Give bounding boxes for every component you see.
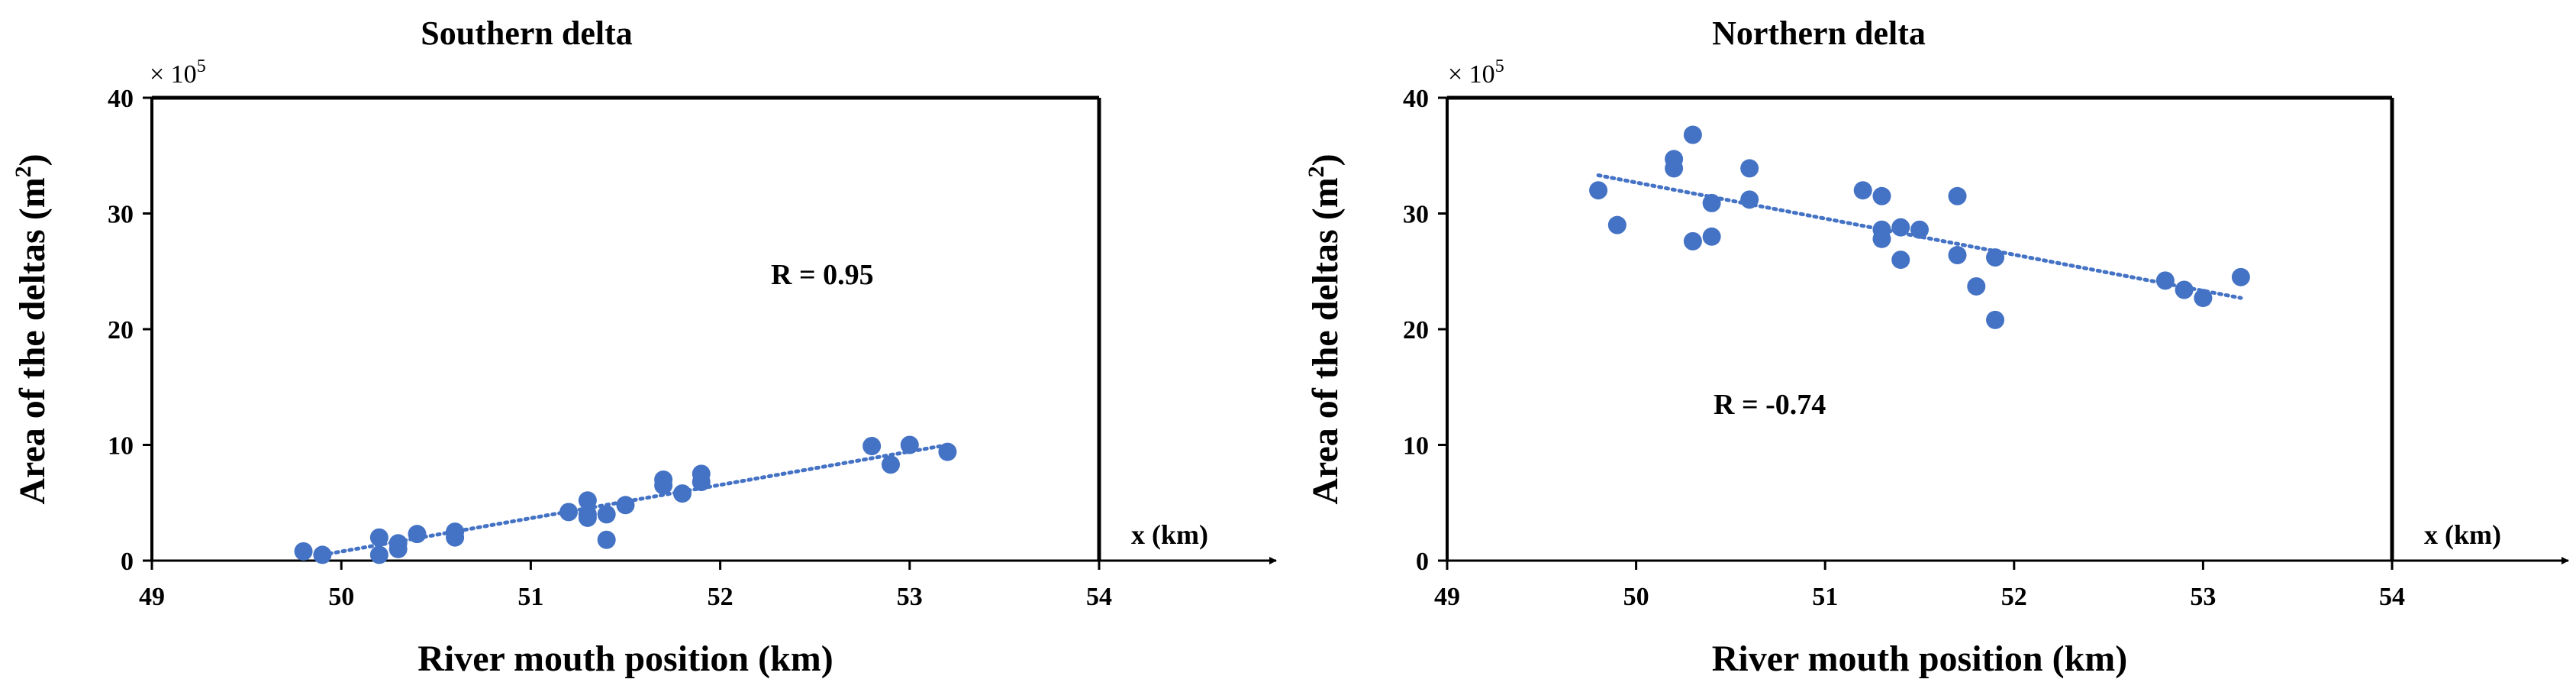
data-point xyxy=(1589,181,1608,200)
data-point xyxy=(578,491,597,510)
data-point xyxy=(862,437,882,456)
x-axis-title: River mouth position (km) xyxy=(1712,639,2127,679)
chart-title: Southern delta xyxy=(421,15,632,52)
data-point xyxy=(1948,186,1967,205)
data-point xyxy=(313,545,332,564)
data-point xyxy=(408,525,427,544)
data-point xyxy=(692,472,711,491)
data-point xyxy=(446,528,465,547)
x-tick-label: 52 xyxy=(708,583,733,611)
data-point xyxy=(559,503,579,522)
y-multiplier-base: × 10 xyxy=(150,60,197,89)
y-axis-title-close: ) xyxy=(12,154,53,166)
data-point xyxy=(597,530,616,549)
y-tick-label: 20 xyxy=(1403,316,1429,344)
y-multiplier: × 105 xyxy=(150,57,206,89)
data-point xyxy=(900,435,919,454)
x-tick-label: 50 xyxy=(328,583,354,611)
y-tick-label: 10 xyxy=(108,432,134,461)
data-point xyxy=(1872,229,1891,248)
data-point xyxy=(938,442,957,461)
data-point xyxy=(1891,251,1910,270)
y-axis-title-superscript: 2 xyxy=(1304,166,1329,177)
y-axis-title-superscript: 2 xyxy=(11,166,36,177)
x-tick-label: 54 xyxy=(1086,583,1112,611)
y-tick-label: 0 xyxy=(1416,548,1429,576)
trend-line xyxy=(1596,173,2243,300)
data-point xyxy=(1683,125,1702,144)
data-point xyxy=(672,484,692,503)
y-tick-label: 0 xyxy=(121,548,134,576)
data-point xyxy=(1702,193,1721,212)
y-axis-title-text: Area of the deltas (m xyxy=(12,177,53,504)
data-point xyxy=(881,455,900,474)
x-tick-label: 53 xyxy=(897,583,923,611)
data-point xyxy=(1740,159,1759,178)
data-point xyxy=(294,542,313,561)
data-point xyxy=(2155,271,2175,290)
data-point xyxy=(1986,310,2005,329)
data-point xyxy=(1853,181,1872,200)
trend-line xyxy=(320,443,949,557)
x-tick-label: 51 xyxy=(517,583,543,611)
data-point xyxy=(388,539,408,558)
y-tick-label: 10 xyxy=(1403,432,1429,461)
y-tick-label: 40 xyxy=(108,85,134,113)
x-tick-label: 53 xyxy=(2190,583,2216,611)
y-multiplier-base: × 10 xyxy=(1448,60,1495,89)
data-point xyxy=(654,476,673,495)
data-point xyxy=(1891,218,1910,237)
y-multiplier: × 105 xyxy=(1448,57,1504,89)
data-point xyxy=(1702,227,1721,246)
data-point xyxy=(369,545,388,564)
data-point xyxy=(2175,280,2194,299)
x-tick-label: 52 xyxy=(2001,583,2027,611)
y-multiplier-exponent: 5 xyxy=(1495,57,1504,76)
data-point xyxy=(2231,267,2250,286)
data-point xyxy=(1967,276,1986,296)
y-tick-label: 30 xyxy=(108,201,134,229)
data-point xyxy=(2194,289,2213,308)
y-tick-label: 40 xyxy=(1403,85,1429,113)
data-point xyxy=(1986,248,2005,267)
y-axis-title: Area of the deltas (m2) xyxy=(11,154,53,504)
y-tick-label: 20 xyxy=(108,316,134,344)
data-point xyxy=(597,505,616,524)
x-axis-unit-tag: x (km) xyxy=(2424,519,2501,550)
data-point xyxy=(1683,231,1702,251)
data-point xyxy=(1665,159,1684,178)
chart-title: Northern delta xyxy=(1712,15,1926,52)
x-axis-unit-tag: x (km) xyxy=(1131,519,1208,550)
x-tick-label: 51 xyxy=(1812,583,1838,611)
correlation-annotation: R = -0.74 xyxy=(1714,389,1826,421)
data-point xyxy=(578,508,597,527)
y-tick-label: 30 xyxy=(1403,201,1429,229)
y-multiplier-exponent: 5 xyxy=(197,57,206,76)
x-tick-label: 49 xyxy=(139,583,165,611)
y-axis-title-text: Area of the deltas (m xyxy=(1305,177,1346,504)
data-point xyxy=(1948,246,1967,265)
x-tick-label: 54 xyxy=(2379,583,2405,611)
x-tick-label: 49 xyxy=(1434,583,1460,611)
x-tick-label: 50 xyxy=(1623,583,1649,611)
x-axis-title: River mouth position (km) xyxy=(418,639,833,679)
y-axis-title: Area of the deltas (m2) xyxy=(1304,154,1346,504)
data-point xyxy=(1740,190,1759,209)
data-point xyxy=(1607,215,1627,234)
data-point xyxy=(369,528,388,547)
data-point xyxy=(1872,186,1891,205)
y-axis-title-close: ) xyxy=(1305,154,1346,166)
correlation-annotation: R = 0.95 xyxy=(771,259,874,291)
data-point xyxy=(1910,220,1929,239)
data-point xyxy=(616,496,635,515)
